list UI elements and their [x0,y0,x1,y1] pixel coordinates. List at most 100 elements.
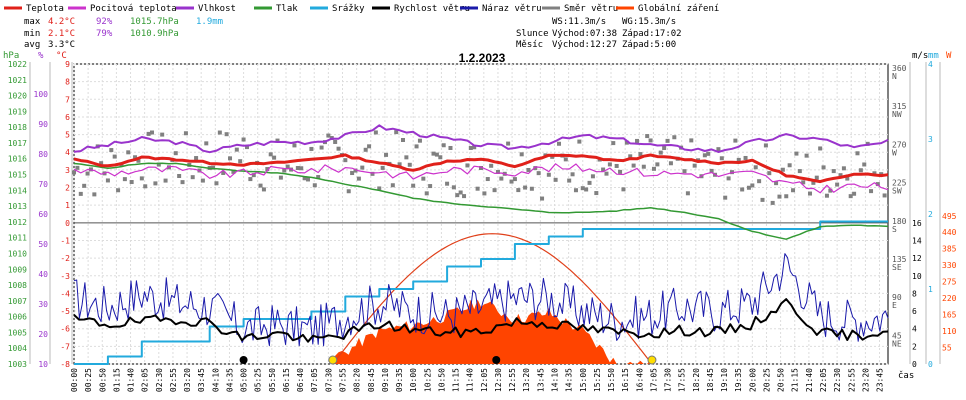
wind-dir-point [258,183,263,188]
wind-dir-point [570,172,575,177]
x-tick-label: 07:05 [310,368,319,392]
info-slunce-vychod: Východ:07:38 [552,29,617,39]
x-tick-label: 23:20 [861,368,870,392]
wind-dir-point [523,185,528,190]
wind-dir-point [424,191,429,196]
tick-pct: 80 [38,150,48,159]
tick-hpa: 1012 [8,218,27,227]
tick-hpa: 1011 [8,234,27,243]
wind-dir-point [92,192,97,197]
x-tick-label: 08:45 [367,368,376,392]
svg-text:Srážky: Srážky [332,4,365,14]
wind-dir-point [807,191,812,196]
wind-dir-point [183,131,188,136]
x-tick-label: 10:25 [423,368,432,392]
tick-dir: 135 [892,255,907,264]
wind-dir-point [855,151,860,156]
x-tick-label: 06:40 [296,368,305,392]
wind-dir-point [750,183,755,188]
tick-w: 330 [942,261,957,270]
tick-degc: 1 [65,201,70,210]
tick-ms: 6 [912,307,917,316]
legend-item-vlhkost: Vlhkost [176,4,236,14]
wind-dir-point [573,188,578,193]
wind-dir-point [390,183,395,188]
tick-ms: 14 [912,236,922,245]
wind-dir-point [292,143,297,148]
wind-dir-point [594,191,599,196]
x-tick-label: 00:25 [84,368,93,392]
wind-dir-point [373,130,378,135]
wind-dir-point [631,163,636,168]
x-tick-label: 04:35 [225,368,234,392]
tick-degc: -2 [60,254,70,263]
svg-text:Teplota: Teplota [26,4,64,14]
wind-dir-point [211,165,216,170]
wind-dir-point [404,155,409,160]
tick-dir: 180 [892,217,907,226]
tick-hpa: 1022 [8,60,27,69]
wind-dir-point [434,152,439,157]
wind-dir-point [533,166,538,171]
x-tick-label: 10:50 [437,368,446,392]
tick-degc: -1 [60,236,70,245]
tick-degc: -7 [60,342,70,351]
wind-dir-point [75,165,80,170]
wind-dir-point [512,177,517,182]
tick-mm: 1 [928,285,933,294]
wind-dir-point [217,130,222,135]
wind-dir-point [400,137,405,142]
tick-degc: -4 [60,289,70,298]
wind-dir-point [238,159,243,164]
svg-text:Náraz větru: Náraz větru [482,4,542,14]
wind-dir-point [126,150,131,155]
wind-dir-point [658,150,663,155]
wind-dir-point [672,135,677,140]
x-tick-label: 07:55 [339,368,348,392]
wind-dir-point [411,183,416,188]
wind-dir-point [492,188,497,193]
wind-dir-point [397,162,402,167]
wind-dir-point [105,178,110,183]
wind-dir-point [584,187,589,192]
stats-max-h: 92% [96,17,113,27]
wind-dir-point [662,146,667,151]
wind-dir-point [228,156,233,161]
sun-marker [647,355,657,365]
wind-dir-point [529,186,534,191]
wind-dir-point [580,186,585,191]
wind-dir-point [709,168,714,173]
wind-dir-point [234,147,239,152]
tick-degc: -6 [60,325,70,334]
info-mesic-vychod: Východ:12:27 [552,40,617,50]
wind-dir-point [326,133,331,138]
wind-dir-point [831,169,836,174]
wind-dir-point [282,168,287,173]
tick-degc: 6 [65,113,70,122]
series-tlak [73,162,889,240]
stats-min-label: min [24,29,40,39]
x-tick-label: 20:00 [748,368,757,392]
tick-degc: 7 [65,95,70,104]
sun-marker [328,355,338,365]
wind-dir-point [526,167,531,172]
wind-dir-point [414,144,419,149]
tick-mm: 2 [928,210,933,219]
wind-dir-point [824,193,829,198]
x-tick-label: 05:50 [268,368,277,392]
wind-dir-point [852,191,857,196]
wind-dir-point [733,138,738,143]
tick-hpa: 1020 [8,92,27,101]
wind-dir-point [828,188,833,193]
wind-dir-point [841,166,846,171]
wind-dir-point [428,184,433,189]
stats-max-r: 1.9mm [196,17,223,27]
tick-hpa: 1018 [8,123,27,132]
tick-dir-label: N [892,72,897,81]
wind-dir-point [635,138,640,143]
x-tick-label: 00:50 [98,368,107,392]
legend-item-zareni: Globální záření [616,4,719,14]
wind-dir-point [343,158,348,163]
wind-dir-point [265,167,270,172]
wind-dir-point [109,148,114,153]
